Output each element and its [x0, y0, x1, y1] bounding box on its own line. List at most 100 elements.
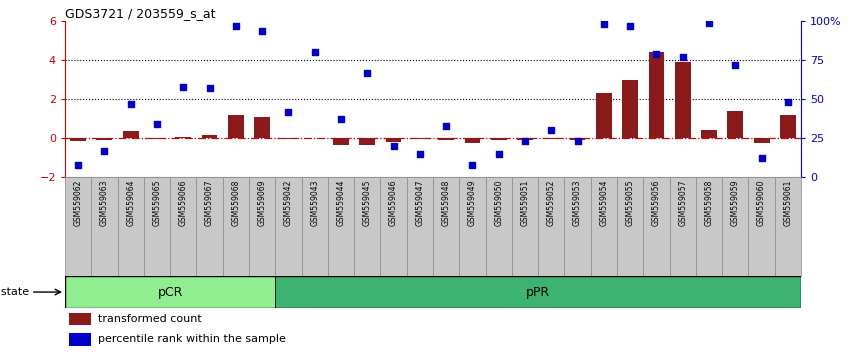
Bar — [281, 138, 296, 139]
Bar — [333, 138, 349, 145]
Bar — [649, 52, 664, 138]
Text: GSM559065: GSM559065 — [152, 180, 161, 227]
Text: GSM559061: GSM559061 — [784, 180, 792, 226]
Bar — [596, 93, 611, 138]
Text: GSM559055: GSM559055 — [625, 180, 635, 227]
Bar — [149, 138, 165, 139]
FancyBboxPatch shape — [591, 177, 617, 276]
Text: GSM559057: GSM559057 — [678, 180, 688, 227]
Bar — [517, 138, 533, 140]
Bar — [255, 117, 270, 138]
Bar — [175, 137, 191, 138]
Text: GSM559052: GSM559052 — [546, 180, 556, 226]
Bar — [412, 138, 428, 139]
FancyBboxPatch shape — [512, 177, 538, 276]
Point — [466, 162, 480, 167]
Point — [124, 101, 138, 107]
FancyBboxPatch shape — [197, 177, 223, 276]
Bar — [385, 138, 402, 142]
Text: GSM559059: GSM559059 — [731, 180, 740, 227]
Point — [203, 85, 216, 91]
Point — [702, 20, 716, 25]
Text: GSM559050: GSM559050 — [494, 180, 503, 227]
Point — [413, 151, 427, 156]
FancyBboxPatch shape — [170, 177, 197, 276]
Text: GSM559045: GSM559045 — [363, 180, 372, 227]
FancyBboxPatch shape — [65, 276, 275, 308]
FancyBboxPatch shape — [669, 177, 696, 276]
Bar — [623, 80, 638, 138]
FancyBboxPatch shape — [118, 177, 144, 276]
Point — [307, 50, 321, 55]
Bar — [570, 138, 585, 139]
Point — [545, 127, 559, 133]
FancyBboxPatch shape — [328, 177, 354, 276]
FancyBboxPatch shape — [617, 177, 643, 276]
Text: GSM559054: GSM559054 — [599, 180, 609, 227]
Point — [518, 138, 532, 144]
FancyBboxPatch shape — [91, 177, 118, 276]
Point — [71, 162, 85, 167]
Bar — [123, 131, 139, 138]
Bar — [202, 135, 217, 138]
Text: pPR: pPR — [526, 286, 550, 298]
Bar — [96, 138, 113, 140]
FancyBboxPatch shape — [301, 177, 328, 276]
FancyBboxPatch shape — [380, 177, 407, 276]
Point — [98, 148, 112, 153]
Bar — [68, 313, 91, 325]
FancyBboxPatch shape — [249, 177, 275, 276]
FancyBboxPatch shape — [775, 177, 801, 276]
Text: GSM559060: GSM559060 — [757, 180, 766, 227]
Point — [177, 84, 191, 90]
FancyBboxPatch shape — [433, 177, 459, 276]
Text: GSM559068: GSM559068 — [231, 180, 241, 226]
Point — [334, 116, 348, 122]
FancyBboxPatch shape — [486, 177, 512, 276]
Bar — [753, 138, 770, 143]
Bar — [675, 62, 691, 138]
Text: pCR: pCR — [158, 286, 183, 298]
Text: GSM559047: GSM559047 — [416, 180, 424, 227]
Point — [255, 28, 269, 33]
Text: percentile rank within the sample: percentile rank within the sample — [98, 334, 286, 344]
FancyBboxPatch shape — [565, 177, 591, 276]
Text: GSM559043: GSM559043 — [310, 180, 320, 227]
FancyBboxPatch shape — [748, 177, 775, 276]
Bar — [228, 115, 243, 138]
Point — [728, 62, 742, 68]
Bar — [68, 333, 91, 346]
Text: GSM559048: GSM559048 — [442, 180, 450, 226]
FancyBboxPatch shape — [354, 177, 380, 276]
FancyBboxPatch shape — [459, 177, 486, 276]
Bar — [70, 138, 86, 141]
FancyBboxPatch shape — [538, 177, 565, 276]
Bar — [780, 115, 796, 138]
Bar — [464, 138, 481, 143]
Point — [281, 109, 295, 114]
Text: GSM559044: GSM559044 — [337, 180, 346, 227]
Point — [229, 23, 242, 29]
Point — [624, 23, 637, 29]
Text: GSM559063: GSM559063 — [100, 180, 109, 227]
FancyBboxPatch shape — [275, 177, 301, 276]
Point — [360, 70, 374, 75]
Point — [439, 123, 453, 129]
Text: transformed count: transformed count — [98, 314, 202, 324]
Bar — [544, 138, 559, 139]
Text: GSM559067: GSM559067 — [205, 180, 214, 227]
Text: GSM559053: GSM559053 — [573, 180, 582, 227]
Text: GSM559049: GSM559049 — [468, 180, 477, 227]
Bar — [727, 111, 743, 138]
Bar — [491, 138, 507, 140]
Point — [492, 151, 506, 156]
Text: GDS3721 / 203559_s_at: GDS3721 / 203559_s_at — [65, 7, 216, 20]
Text: GSM559051: GSM559051 — [520, 180, 529, 226]
FancyBboxPatch shape — [643, 177, 669, 276]
FancyBboxPatch shape — [722, 177, 748, 276]
FancyBboxPatch shape — [696, 177, 722, 276]
FancyBboxPatch shape — [223, 177, 249, 276]
Text: GSM559058: GSM559058 — [705, 180, 714, 226]
Text: GSM559066: GSM559066 — [178, 180, 188, 227]
Point — [150, 121, 164, 127]
